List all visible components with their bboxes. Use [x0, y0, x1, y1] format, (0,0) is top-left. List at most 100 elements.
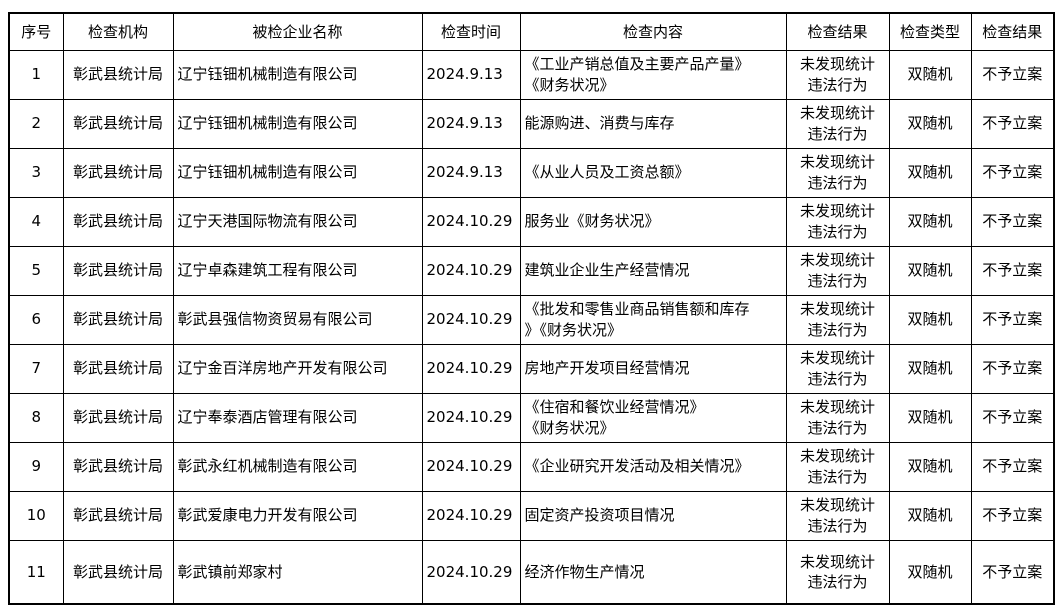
- cell-inspection-date: 2024.10.29: [421, 490, 521, 541]
- cell-inspection-date: 2024.10.29: [421, 294, 521, 345]
- cell-inspection-date: 2024.10.29: [421, 245, 521, 296]
- cell-serial-number: 10: [8, 490, 64, 541]
- table-row: 9 彰武县统计局 彰武永红机械制造有限公司 2024.10.29 《企业研究开发活动及相…: [8, 441, 1055, 492]
- cell-inspection-agency: 彰武县统计局: [62, 294, 174, 345]
- cell-inspection-content: 《从业人员及工资总额》: [519, 147, 787, 198]
- cell-inspection-agency: 彰武县统计局: [62, 147, 174, 198]
- cell-serial-number: 2: [8, 98, 64, 149]
- cell-inspection-content: 固定资产投资项目情况: [519, 490, 787, 541]
- cell-case-filing-result: 不予立案: [970, 98, 1055, 149]
- table-header: 序号 检查机构 被检企业名称 检查时间 检查内容 检查结果 检查类型 检查结果: [8, 12, 1055, 51]
- column-header-inspection-type: 检查类型: [888, 12, 972, 51]
- header-row: 序号 检查机构 被检企业名称 检查时间 检查内容 检查结果 检查类型 检查结果: [8, 12, 1055, 51]
- cell-serial-number: 11: [8, 539, 64, 605]
- cell-inspection-content: 《工业产销总值及主要产品产量》 《财务状况》: [519, 49, 787, 100]
- column-header-inspection-agency: 检查机构: [62, 12, 174, 51]
- table-row: 6 彰武县统计局 彰武县强信物资贸易有限公司 2024.10.29 《批发和零售业商品销…: [8, 294, 1055, 345]
- cell-inspection-type: 双随机: [888, 343, 972, 394]
- cell-inspection-agency: 彰武县统计局: [62, 245, 174, 296]
- table-row: 4 彰武县统计局 辽宁天港国际物流有限公司 2024.10.29 服务业《财务状况》 未发…: [8, 196, 1055, 247]
- cell-inspection-content: 房地产开发项目经营情况: [519, 343, 787, 394]
- cell-inspection-date: 2024.10.29: [421, 392, 521, 443]
- cell-inspection-type: 双随机: [888, 196, 972, 247]
- cell-inspection-agency: 彰武县统计局: [62, 490, 174, 541]
- cell-inspection-date: 2024.9.13: [421, 49, 521, 100]
- cell-inspected-enterprise-name: 彰武爱康电力开发有限公司: [172, 490, 423, 541]
- cell-inspection-result: 未发现统计 违法行为: [785, 147, 890, 198]
- cell-serial-number: 9: [8, 441, 64, 492]
- cell-case-filing-result: 不予立案: [970, 49, 1055, 100]
- table-body: 1 彰武县统计局 辽宁钰钿机械制造有限公司 2024.9.13 《工业产销总值及主要产品…: [8, 49, 1055, 605]
- table-row: 3 彰武县统计局 辽宁钰钿机械制造有限公司 2024.9.13 《从业人员及工资总额》未…: [8, 147, 1055, 198]
- cell-case-filing-result: 不予立案: [970, 539, 1055, 605]
- cell-inspected-enterprise-name: 辽宁金百洋房地产开发有限公司: [172, 343, 423, 394]
- cell-inspected-enterprise-name: 彰武镇前郑家村: [172, 539, 423, 605]
- cell-inspection-result: 未发现统计 违法行为: [785, 539, 890, 605]
- table-row: 2 彰武县统计局 辽宁钰钿机械制造有限公司 2024.9.13 能源购进、消费与库存 未发…: [8, 98, 1055, 149]
- cell-inspection-agency: 彰武县统计局: [62, 392, 174, 443]
- cell-inspection-type: 双随机: [888, 441, 972, 492]
- cell-inspection-content: 建筑业企业生产经营情况: [519, 245, 787, 296]
- cell-inspection-result: 未发现统计 违法行为: [785, 49, 890, 100]
- column-header-inspection-date: 检查时间: [421, 12, 521, 51]
- cell-inspection-result: 未发现统计 违法行为: [785, 294, 890, 345]
- cell-inspection-content: 《企业研究开发活动及相关情况》: [519, 441, 787, 492]
- cell-serial-number: 5: [8, 245, 64, 296]
- table-row: 5 彰武县统计局 辽宁卓森建筑工程有限公司 2024.10.29 建筑业企业生产经营情况…: [8, 245, 1055, 296]
- cell-inspection-content: 经济作物生产情况: [519, 539, 787, 605]
- cell-inspection-date: 2024.10.29: [421, 441, 521, 492]
- table-row: 8 彰武县统计局 辽宁奉泰酒店管理有限公司 2024.10.29 《住宿和餐饮业经营情况…: [8, 392, 1055, 443]
- cell-inspected-enterprise-name: 彰武永红机械制造有限公司: [172, 441, 423, 492]
- cell-serial-number: 3: [8, 147, 64, 198]
- cell-inspection-type: 双随机: [888, 539, 972, 605]
- table-row: 7 彰武县统计局 辽宁金百洋房地产开发有限公司 2024.10.29 房地产开发项目经营…: [8, 343, 1055, 394]
- cell-case-filing-result: 不予立案: [970, 490, 1055, 541]
- cell-serial-number: 4: [8, 196, 64, 247]
- cell-case-filing-result: 不予立案: [970, 343, 1055, 394]
- cell-serial-number: 6: [8, 294, 64, 345]
- cell-case-filing-result: 不予立案: [970, 196, 1055, 247]
- cell-inspected-enterprise-name: 辽宁钰钿机械制造有限公司: [172, 98, 423, 149]
- cell-inspected-enterprise-name: 辽宁钰钿机械制造有限公司: [172, 147, 423, 198]
- inspection-table: 序号 检查机构 被检企业名称 检查时间 检查内容 检查结果 检查类型 检查结果 1 彰武县统计局…: [8, 12, 1055, 605]
- cell-inspection-type: 双随机: [888, 490, 972, 541]
- column-header-serial-number: 序号: [8, 12, 64, 51]
- cell-inspected-enterprise-name: 辽宁奉泰酒店管理有限公司: [172, 392, 423, 443]
- cell-inspected-enterprise-name: 辽宁天港国际物流有限公司: [172, 196, 423, 247]
- cell-case-filing-result: 不予立案: [970, 147, 1055, 198]
- cell-inspection-agency: 彰武县统计局: [62, 343, 174, 394]
- cell-inspection-agency: 彰武县统计局: [62, 98, 174, 149]
- cell-inspection-type: 双随机: [888, 147, 972, 198]
- cell-inspection-type: 双随机: [888, 294, 972, 345]
- cell-inspection-result: 未发现统计 违法行为: [785, 441, 890, 492]
- cell-inspection-date: 2024.10.29: [421, 343, 521, 394]
- column-header-inspection-result: 检查结果: [785, 12, 890, 51]
- column-header-inspected-enterprise-name: 被检企业名称: [172, 12, 423, 51]
- cell-inspection-content: 服务业《财务状况》: [519, 196, 787, 247]
- cell-inspection-date: 2024.9.13: [421, 147, 521, 198]
- cell-inspection-content: 《批发和零售业商品销售额和库存 》《财务状况》: [519, 294, 787, 345]
- cell-case-filing-result: 不予立案: [970, 294, 1055, 345]
- cell-serial-number: 7: [8, 343, 64, 394]
- table-row: 1 彰武县统计局 辽宁钰钿机械制造有限公司 2024.9.13 《工业产销总值及主要产品…: [8, 49, 1055, 100]
- cell-inspection-type: 双随机: [888, 245, 972, 296]
- cell-inspection-date: 2024.9.13: [421, 98, 521, 149]
- cell-inspection-type: 双随机: [888, 392, 972, 443]
- cell-case-filing-result: 不予立案: [970, 392, 1055, 443]
- cell-inspection-result: 未发现统计 违法行为: [785, 196, 890, 247]
- cell-inspection-agency: 彰武县统计局: [62, 441, 174, 492]
- cell-inspection-type: 双随机: [888, 98, 972, 149]
- cell-inspection-agency: 彰武县统计局: [62, 539, 174, 605]
- cell-inspection-date: 2024.10.29: [421, 196, 521, 247]
- cell-inspection-result: 未发现统计 违法行为: [785, 98, 890, 149]
- cell-inspection-result: 未发现统计 违法行为: [785, 490, 890, 541]
- cell-case-filing-result: 不予立案: [970, 245, 1055, 296]
- cell-serial-number: 8: [8, 392, 64, 443]
- cell-inspection-date: 2024.10.29: [421, 539, 521, 605]
- cell-inspection-agency: 彰武县统计局: [62, 49, 174, 100]
- cell-inspection-agency: 彰武县统计局: [62, 196, 174, 247]
- cell-inspected-enterprise-name: 辽宁钰钿机械制造有限公司: [172, 49, 423, 100]
- cell-inspection-content: 《住宿和餐饮业经营情况》 《财务状况》: [519, 392, 787, 443]
- cell-inspection-content: 能源购进、消费与库存: [519, 98, 787, 149]
